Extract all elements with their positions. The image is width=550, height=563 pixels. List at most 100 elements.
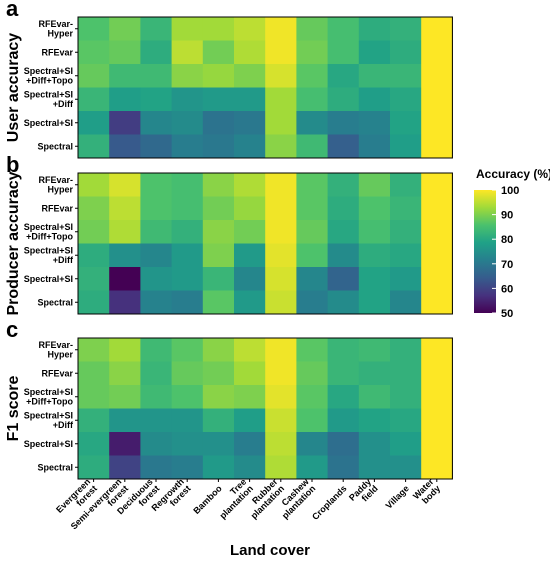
row-label: RFEvar	[41, 47, 73, 57]
heatmap-cell	[296, 134, 329, 159]
heatmap-cell	[140, 290, 173, 315]
panel-ylabel: F1 score	[5, 375, 22, 441]
heatmap-cell	[140, 267, 173, 291]
heatmap-cell	[296, 173, 329, 197]
heatmap-cell	[296, 17, 329, 41]
column-label: Waterbody	[411, 476, 443, 508]
heatmap-cell	[78, 111, 110, 135]
heatmap-cell	[202, 455, 235, 480]
heatmap-cell	[109, 220, 141, 244]
heatmap-cell	[265, 196, 297, 221]
heatmap-cell	[390, 17, 422, 41]
heatmap-cell	[140, 408, 173, 433]
heatmap-cell	[171, 173, 204, 197]
heatmap-cell	[202, 64, 235, 88]
heatmap-cell	[78, 220, 110, 244]
heatmap-cell	[78, 243, 110, 268]
heatmap-cell	[358, 220, 391, 244]
heatmap-cell	[390, 361, 422, 386]
colorbar-title: Accuracy (%)	[476, 167, 550, 181]
heatmap-cell	[202, 134, 235, 159]
heatmap-cell	[358, 64, 391, 88]
heatmap-cell	[109, 64, 141, 88]
heatmap-cell	[296, 455, 329, 480]
heatmap-cell	[327, 290, 360, 315]
heatmap-cell	[265, 111, 297, 135]
panel-border	[77, 172, 453, 315]
colorbar-tick-label: 100	[501, 185, 519, 197]
x-axis-title: Land cover	[230, 542, 310, 559]
heatmap-cell	[78, 17, 110, 41]
row-label: Spectral+SI +Diff	[24, 246, 74, 266]
heatmap-cell	[109, 361, 141, 386]
heatmap-cell	[202, 432, 235, 456]
heatmap-cell	[421, 243, 453, 268]
heatmap-cell	[390, 290, 422, 315]
panel-label: a	[6, 0, 19, 21]
heatmap-cell	[421, 64, 453, 88]
panel-label: c	[6, 317, 18, 342]
heatmap-cell	[234, 432, 266, 456]
heatmap-cell	[202, 243, 235, 268]
heatmap-cell	[265, 173, 297, 197]
colorbar-tick-label: 60	[501, 283, 513, 295]
heatmap-cell	[358, 385, 391, 409]
heatmap-cell	[327, 338, 360, 362]
heatmap-cell	[78, 173, 110, 197]
heatmap-cell	[327, 111, 360, 135]
heatmap-cell	[234, 87, 266, 112]
heatmap-cell	[390, 64, 422, 88]
heatmap-cell	[265, 40, 297, 65]
heatmap-cell	[78, 40, 110, 65]
heatmap-cell	[265, 64, 297, 88]
heatmap-cell	[358, 134, 391, 159]
heatmap-cell	[171, 220, 204, 244]
heatmap-cell	[265, 17, 297, 41]
heatmap-cell	[390, 385, 422, 409]
heatmap-cell	[234, 455, 266, 480]
heatmap-cell	[109, 173, 141, 197]
heatmap-cell	[358, 17, 391, 41]
heatmap-cell	[171, 87, 204, 112]
heatmap-cell	[78, 64, 110, 88]
heatmap-cell	[296, 338, 329, 362]
row-label: RFEvar-Hyper	[38, 175, 73, 195]
heatmap-cell	[202, 267, 235, 291]
heatmap-cell	[234, 361, 266, 386]
heatmap-cell	[421, 220, 453, 244]
row-label: RFEvar	[41, 203, 73, 213]
heatmap-cell	[390, 455, 422, 480]
heatmap-cell	[202, 40, 235, 65]
heatmap-cell	[265, 385, 297, 409]
heatmap-cell	[234, 385, 266, 409]
column-label: Regrowthforest	[149, 477, 192, 520]
heatmap-cell	[234, 134, 266, 159]
heatmap-cell	[171, 408, 204, 433]
heatmap-cell	[296, 385, 329, 409]
heatmap-cell	[358, 87, 391, 112]
heatmap-cell	[140, 338, 173, 362]
heatmap-cell	[109, 290, 141, 315]
heatmap-cell	[265, 432, 297, 456]
heatmap-cell	[421, 87, 453, 112]
heatmap-cell	[140, 111, 173, 135]
heatmap-cell	[421, 338, 453, 362]
heatmap-cell	[109, 243, 141, 268]
heatmap-cell	[140, 173, 173, 197]
heatmap-cell	[296, 408, 329, 433]
heatmap-cell	[202, 87, 235, 112]
heatmap-cell	[140, 64, 173, 88]
row-label: Spectral	[37, 462, 73, 472]
heatmap-cell	[296, 64, 329, 88]
heatmap-cell	[327, 173, 360, 197]
heatmap-cell	[327, 64, 360, 88]
heatmap-cell	[234, 40, 266, 65]
heatmap-cell	[140, 385, 173, 409]
heatmap-cell	[390, 267, 422, 291]
heatmap-cell	[202, 338, 235, 362]
heatmap-cell	[109, 408, 141, 433]
heatmap-cell	[202, 361, 235, 386]
heatmap-cell	[327, 17, 360, 41]
heatmap-cell	[140, 361, 173, 386]
